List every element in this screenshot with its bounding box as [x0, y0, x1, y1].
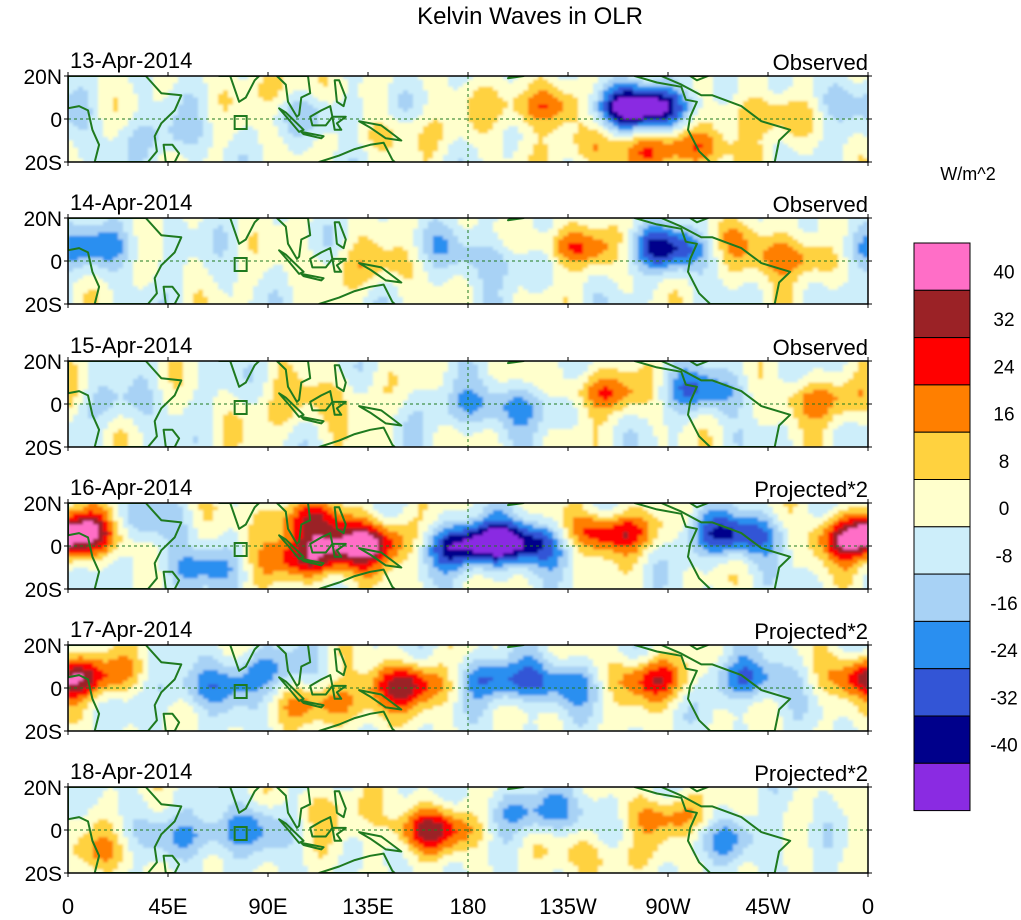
lat-label: 0	[50, 109, 62, 132]
lat-label: 0	[50, 820, 62, 843]
lon-label: 45E	[148, 894, 187, 919]
contour-fill	[68, 787, 868, 873]
colorbar-swatch	[913, 289, 971, 339]
panel-status: Projected*2	[754, 477, 868, 502]
reference-box	[233, 115, 248, 130]
colorbar-swatch	[913, 762, 971, 812]
colorbar-label: -24	[990, 641, 1018, 662]
anomaly-field	[68, 76, 868, 162]
contour-fill	[68, 218, 868, 304]
colorbar-swatch	[913, 668, 971, 717]
lon-label: 0	[62, 894, 74, 919]
colorbar-label: -16	[990, 594, 1017, 615]
panel-6: 20N 0 20S 18-Apr-2014 Projected*2	[23, 759, 872, 886]
lat-label: 20S	[25, 579, 62, 602]
lat-label: 20S	[25, 721, 62, 744]
panel-status: Observed	[773, 335, 868, 360]
lat-label: 20S	[25, 294, 62, 317]
colorbar-label: -8	[996, 546, 1013, 567]
reference-box	[233, 257, 248, 272]
lat-label: 20N	[23, 208, 62, 231]
lat-label: 20N	[23, 635, 62, 658]
colorbar-swatch	[913, 431, 971, 481]
reference-box	[233, 400, 248, 415]
panel-status: Observed	[773, 50, 868, 75]
colorbar-label: 24	[993, 357, 1015, 378]
contour-fill	[68, 645, 868, 731]
panel-date: 15-Apr-2014	[70, 333, 192, 358]
lat-label: 20S	[25, 437, 62, 460]
lat-label: 0	[50, 251, 62, 274]
lat-label: 0	[50, 394, 62, 417]
anomaly-field	[68, 218, 868, 304]
panel-2: 20N 0 20S 14-Apr-2014 Observed	[23, 190, 872, 317]
colorbar-label: 32	[993, 310, 1014, 331]
panel-status: Projected*2	[754, 619, 868, 644]
coastlines	[68, 76, 792, 162]
panel-date: 16-Apr-2014	[70, 475, 192, 500]
coastlines	[68, 503, 792, 589]
reference-box	[233, 542, 248, 557]
figure-title: Kelvin Waves in OLR	[417, 3, 643, 30]
anomaly-field	[68, 787, 868, 873]
panel-3: 20N 0 20S 15-Apr-2014 Observed	[23, 333, 872, 460]
panel-date: 13-Apr-2014	[70, 48, 192, 73]
colorbar-swatch	[913, 242, 971, 291]
reference-box	[233, 684, 248, 699]
reference-box	[233, 826, 248, 841]
colorbar-label: 0	[999, 499, 1010, 520]
panel-status: Projected*2	[754, 761, 868, 786]
colorbar-label: 16	[993, 405, 1014, 426]
panel-date: 17-Apr-2014	[70, 617, 192, 642]
panel-5: 20N 0 20S 17-Apr-2014 Projected*2	[23, 617, 872, 744]
lat-label: 20S	[25, 152, 62, 175]
panel-date: 14-Apr-2014	[70, 190, 192, 215]
anomaly-field	[68, 503, 868, 589]
colorbar-units: W/m^2	[940, 164, 995, 184]
contour-fill	[68, 361, 868, 447]
anomaly-field	[68, 361, 868, 447]
panels-group: 20N 0 20S 13-Apr-2014 Observed 20N 0 20S 14-Apr-…	[23, 48, 872, 886]
lon-label: 135E	[342, 894, 393, 919]
lat-label: 20N	[23, 351, 62, 374]
lat-label: 20N	[23, 493, 62, 516]
lon-label: 90W	[645, 894, 690, 919]
panel-4: 20N 0 20S 16-Apr-2014 Projected*2	[23, 475, 872, 602]
colorbar-label: -32	[990, 688, 1017, 709]
contour-fill	[68, 76, 868, 162]
colorbar-label: 40	[993, 263, 1014, 284]
colorbar-swatch	[913, 479, 971, 528]
coastlines	[68, 645, 792, 731]
lon-label: 90E	[248, 894, 287, 919]
lat-label: 20N	[23, 66, 62, 89]
contour-fill	[68, 503, 868, 589]
lat-label: 0	[50, 536, 62, 559]
coastlines	[68, 787, 792, 873]
colorbar-label: 8	[999, 452, 1010, 473]
colorbar-label: -40	[990, 736, 1017, 757]
longitude-axis: 0 45E 90E 135E 180 135W 90W 45W 0	[62, 894, 874, 919]
panel-date: 18-Apr-2014	[70, 759, 192, 784]
lon-label: 0	[862, 894, 874, 919]
lon-label: 180	[450, 894, 487, 919]
lat-label: 20S	[25, 863, 62, 886]
lat-label: 20N	[23, 777, 62, 800]
colorbar-swatch	[913, 573, 971, 622]
lon-label: 135W	[539, 894, 597, 919]
colorbar-swatch	[913, 620, 971, 670]
lat-label: 0	[50, 678, 62, 701]
colorbar-swatch	[913, 384, 971, 433]
panel-1: 20N 0 20S 13-Apr-2014 Observed	[23, 48, 872, 175]
colorbar: W/m^2 40 32 24 16 8 0 -8 -16 -24 -32 -40	[913, 164, 1018, 812]
colorbar-swatch	[913, 715, 971, 764]
anomaly-field	[68, 645, 868, 731]
colorbar-swatch	[913, 337, 971, 386]
colorbar-swatch	[913, 526, 971, 575]
lon-label: 45W	[745, 894, 790, 919]
panel-status: Observed	[773, 192, 868, 217]
